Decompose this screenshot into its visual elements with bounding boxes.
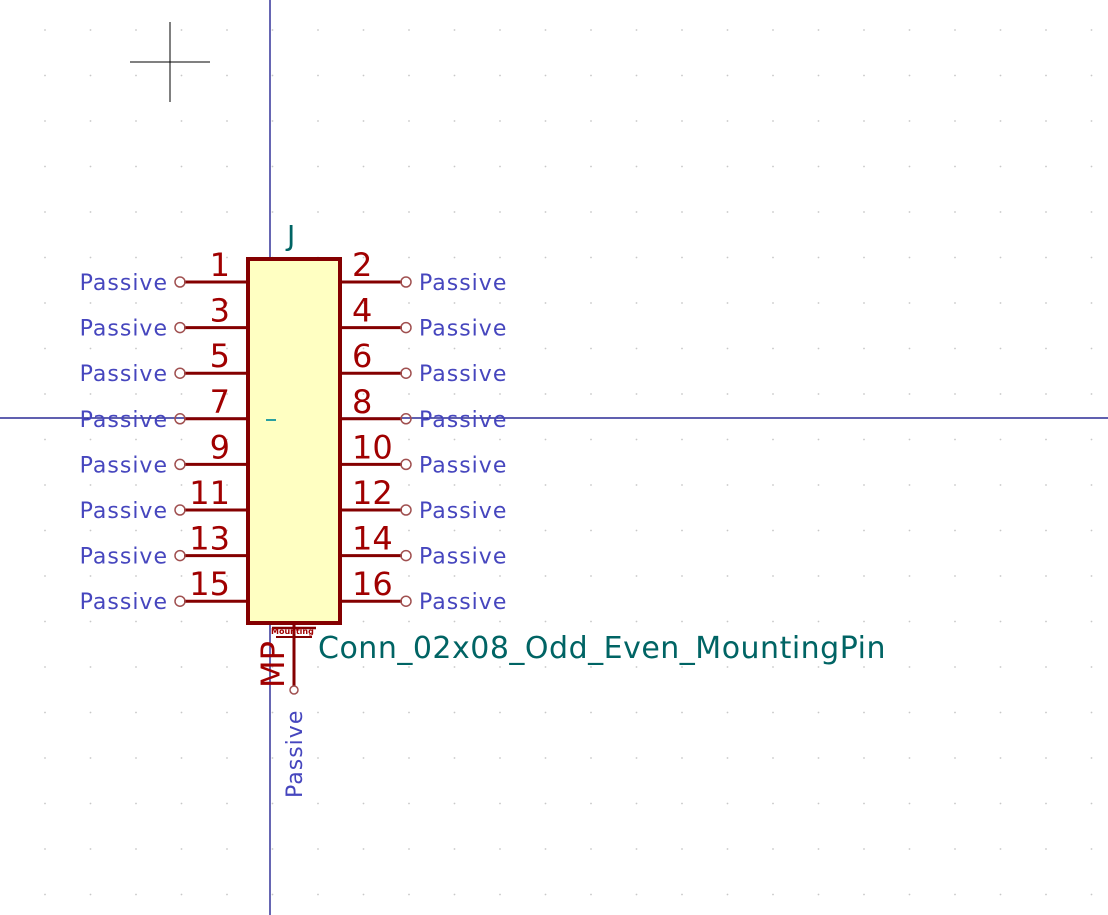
pin-electrical-type: Passive: [419, 545, 507, 570]
pin-number: 3: [210, 292, 230, 330]
pin-number: 12: [352, 474, 393, 512]
pin-endpoint-icon: [174, 549, 186, 562]
pin-16[interactable]: 16 Passive: [316, 565, 507, 615]
pin-electrical-type: Passive: [80, 408, 168, 433]
pin-4[interactable]: 4 Passive: [316, 292, 507, 342]
pin-13[interactable]: 13 Passive: [80, 520, 272, 570]
pin-14[interactable]: 14 Passive: [316, 520, 507, 570]
pin-endpoint-icon: [400, 413, 412, 425]
pin-6[interactable]: 6 Passive: [316, 337, 507, 387]
reference-designator[interactable]: J: [285, 219, 295, 252]
pin-5[interactable]: 5 Passive: [80, 337, 272, 387]
pin-electrical-type: Passive: [419, 408, 507, 433]
pin-group: 1 Passive 3 Passive 5 Passive 7 Passive 9 Passive…: [80, 246, 507, 615]
pin-endpoint-icon: [174, 595, 186, 607]
pin-number: 7: [210, 383, 230, 421]
pin-electrical-type: Passive: [419, 499, 507, 524]
pin-number: 6: [352, 337, 372, 375]
pin-8[interactable]: 8 Passive: [316, 383, 507, 433]
pin-9[interactable]: 9 Passive: [80, 428, 272, 478]
pin-endpoint-icon: [174, 367, 186, 379]
pin-number: 2: [352, 246, 372, 284]
pin-endpoint-icon: [400, 367, 412, 379]
cursor-crosshair-icon: [130, 22, 210, 102]
pin-3[interactable]: 3 Passive: [80, 292, 272, 342]
pin-15[interactable]: 15 Passive: [80, 565, 272, 615]
pin-electrical-type: Passive: [80, 362, 168, 387]
pin-number: 9: [210, 428, 230, 466]
pin-number: 5: [210, 337, 230, 375]
pin-number: 4: [352, 292, 372, 330]
pin-electrical-type: Passive: [80, 453, 168, 478]
pin-number: 8: [352, 383, 372, 421]
pin-electrical-type: Passive: [80, 590, 168, 615]
pin-endpoint-icon: [400, 549, 412, 562]
pin-endpoint-icon: [174, 321, 186, 334]
pin-electrical-type: Passive: [419, 317, 507, 342]
pin-2[interactable]: 2 Passive: [316, 246, 507, 296]
pin-electrical-type: Passive: [80, 545, 168, 570]
pin-electrical-type: Passive: [419, 590, 507, 615]
pin-electrical-type: Passive: [80, 271, 168, 296]
pin-electrical-type: Passive: [419, 362, 507, 387]
mounting-pin[interactable]: [272, 623, 316, 695]
pin-endpoint-icon: [400, 458, 412, 471]
pin-number: 10: [352, 428, 393, 466]
pin-number: 13: [189, 520, 230, 558]
mounting-pin-type: Passive: [283, 710, 308, 798]
pin-7[interactable]: 7 Passive: [80, 383, 272, 433]
pin-number: 15: [189, 565, 230, 603]
mounting-pin-tiny-label: Mounting: [271, 627, 314, 636]
pin-electrical-type: Passive: [419, 271, 507, 296]
pin-endpoint-icon: [174, 413, 186, 425]
pin-endpoint-icon: [174, 276, 186, 288]
pin-endpoint-icon: [400, 595, 412, 607]
pin-number: 16: [352, 565, 393, 603]
mounting-pin-name: MP: [254, 641, 292, 688]
component-body[interactable]: [246, 257, 342, 625]
pin-number: 14: [352, 520, 393, 558]
pin-number: 11: [189, 474, 230, 512]
pin-endpoint-icon: [174, 504, 186, 516]
pin-endpoint-icon: [400, 276, 412, 288]
pin-electrical-type: Passive: [419, 453, 507, 478]
component-value[interactable]: Conn_02x08_Odd_Even_MountingPin: [318, 631, 886, 666]
pin-electrical-type: Passive: [80, 317, 168, 342]
pin-10[interactable]: 10 Passive: [316, 428, 507, 478]
pin-endpoint-icon: [400, 504, 412, 516]
pin-11[interactable]: 11 Passive: [80, 474, 272, 524]
pin-12[interactable]: 12 Passive: [316, 474, 507, 524]
pin-electrical-type: Passive: [80, 499, 168, 524]
pin-1[interactable]: 1 Passive: [80, 246, 272, 296]
grid-dots: [44, 29, 1093, 896]
pin-endpoint-icon: [174, 458, 186, 471]
pin-number: 1: [210, 246, 230, 284]
pin-endpoint-icon: [400, 321, 412, 334]
